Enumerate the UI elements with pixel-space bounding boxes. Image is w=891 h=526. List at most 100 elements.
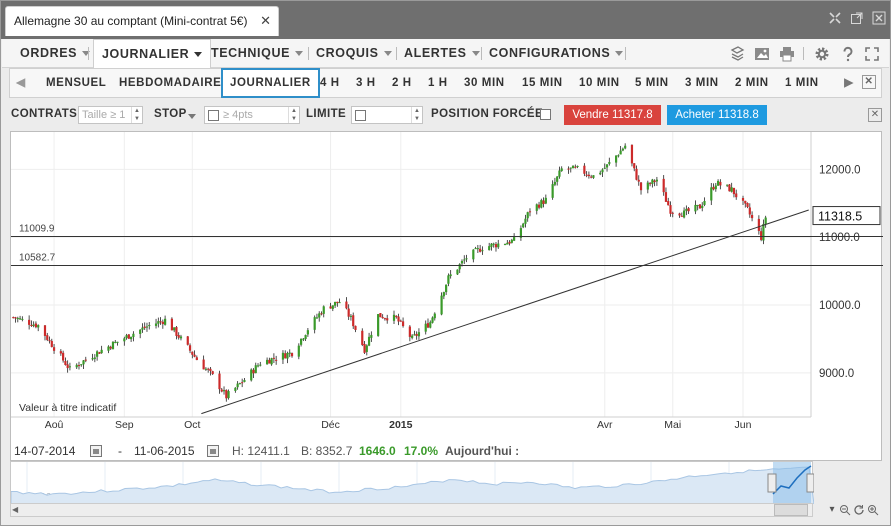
position-forcee-checkbox[interactable] <box>540 109 551 120</box>
chevron-down-icon <box>615 51 624 57</box>
menu-croquis[interactable]: CROQUIS <box>316 39 392 68</box>
scroll-right-icon[interactable]: ▶ <box>844 77 854 89</box>
calendar-icon[interactable] <box>207 445 219 457</box>
chart-canvas[interactable]: 9000.0 10000.0 11000.0 12000.0 Aoû Sep Oct Déc 2… <box>11 132 883 462</box>
scroll-left-icon[interactable]: ◀ <box>12 505 19 514</box>
gear-icon[interactable] <box>814 46 830 62</box>
candle-body <box>381 317 384 319</box>
popout-icon[interactable] <box>850 11 864 25</box>
tf-2min[interactable]: 2 MIN <box>735 77 769 89</box>
zoom-in-icon[interactable] <box>867 504 879 516</box>
menu-alertes[interactable]: ALERTES <box>404 39 480 68</box>
buy-button[interactable]: Acheter 11318.8 <box>667 105 767 125</box>
candle-body <box>710 187 713 201</box>
image-icon[interactable] <box>754 46 770 62</box>
candle-body <box>345 301 348 309</box>
candle-body <box>558 170 561 177</box>
x-tick-label: Sep <box>115 419 134 431</box>
x-tick-label: Avr <box>597 419 613 431</box>
limite-input[interactable]: ▲ ▼ <box>351 106 423 124</box>
zoom-out-icon[interactable] <box>839 504 851 516</box>
scroll-left-icon[interactable]: ◀ <box>16 77 26 89</box>
candle-body <box>540 200 543 208</box>
date-from[interactable]: 14-07-2014 <box>14 444 76 458</box>
candle-body <box>141 327 144 330</box>
candle-body <box>714 185 717 190</box>
navigator-canvas[interactable]: 1996199820002002200420062008201020122014 <box>10 462 815 505</box>
candle-body <box>127 334 130 339</box>
candle-body <box>30 324 33 327</box>
tf-journalier[interactable]: JOURNALIER <box>221 68 320 98</box>
candle-body <box>488 246 491 251</box>
candle-body <box>227 391 230 399</box>
tf-1h[interactable]: 1 H <box>428 77 448 89</box>
chevron-down-icon[interactable] <box>188 114 196 119</box>
close-icon[interactable]: ✕ <box>862 75 876 89</box>
menu-journalier[interactable]: JOURNALIER <box>93 39 212 69</box>
change-value: 1646.0 <box>359 444 396 458</box>
spinner-arrows-icon[interactable]: ▲ ▼ <box>131 107 142 123</box>
price-chart[interactable]: 9000.0 10000.0 11000.0 12000.0 Aoû Sep Oct Déc 2… <box>10 131 883 462</box>
candle-body <box>472 249 475 260</box>
candle-body <box>510 239 513 243</box>
candle-body <box>497 243 500 248</box>
tf-3min[interactable]: 3 MIN <box>685 77 719 89</box>
menu-configurations[interactable]: CONFIGURATIONS <box>489 39 624 68</box>
stop-checkbox[interactable] <box>208 110 219 121</box>
reset-icon[interactable] <box>853 504 865 516</box>
date-to[interactable]: 11-06-2015 <box>134 444 195 458</box>
candle-body <box>123 338 126 342</box>
spinner-arrows-icon[interactable]: ▲ ▼ <box>288 107 299 123</box>
candle-body <box>671 212 674 214</box>
candle-body <box>52 347 56 351</box>
candle-body <box>234 387 237 391</box>
candle-body <box>474 248 477 250</box>
layers-icon[interactable] <box>729 46 745 62</box>
close-tab-icon[interactable]: ✕ <box>260 13 271 28</box>
help-icon[interactable] <box>840 46 856 62</box>
candle-body <box>646 182 649 190</box>
spinner-arrows-icon[interactable]: ▲ ▼ <box>411 107 422 123</box>
tf-4h[interactable]: 4 H <box>320 77 340 89</box>
close-icon[interactable]: ✕ <box>868 108 882 122</box>
candle-body <box>82 360 85 365</box>
calendar-icon[interactable] <box>90 445 102 457</box>
tf-15min[interactable]: 15 MIN <box>522 77 563 89</box>
scroll-thumb[interactable] <box>774 504 808 516</box>
candle-body <box>256 365 260 367</box>
tf-30min[interactable]: 30 MIN <box>464 77 505 89</box>
close-window-icon[interactable] <box>872 11 886 25</box>
candle-body <box>159 321 162 323</box>
menu-technique[interactable]: TECHNIQUE <box>211 39 304 68</box>
instrument-tab[interactable]: Allemagne 30 au comptant (Mini-contrat 5… <box>5 6 279 36</box>
tf-5min[interactable]: 5 MIN <box>635 77 669 89</box>
tf-10min[interactable]: 10 MIN <box>579 77 620 89</box>
candle-body <box>211 371 214 375</box>
candle-body <box>386 318 389 321</box>
navigator-scrollbar[interactable]: ◀ <box>10 503 813 517</box>
tf-mensuel[interactable]: MENSUEL <box>46 77 107 89</box>
candle-body <box>48 340 51 342</box>
candle-body <box>352 315 355 327</box>
limite-checkbox[interactable] <box>355 110 366 121</box>
chevron-down-icon[interactable]: ▾ <box>829 504 835 515</box>
candle-body <box>730 187 733 192</box>
tf-2h[interactable]: 2 H <box>392 77 412 89</box>
menu-label: ALERTES <box>404 46 467 60</box>
candle-body <box>748 207 751 215</box>
tf-1min[interactable]: 1 MIN <box>785 77 819 89</box>
print-icon[interactable] <box>779 46 795 62</box>
candle-body <box>68 366 72 368</box>
x-tick-label: Jun <box>735 419 752 431</box>
size-input[interactable]: Taille ≥ 1 ▲ ▼ <box>78 106 143 124</box>
stop-input[interactable]: ≥ 4pts ▲ ▼ <box>204 106 300 124</box>
candle-body <box>401 321 405 327</box>
tf-hebdomadaire[interactable]: HEBDOMADAIRE <box>119 77 222 89</box>
collapse-icon[interactable] <box>828 11 842 25</box>
tf-3h[interactable]: 3 H <box>356 77 376 89</box>
expand-icon[interactable] <box>864 46 880 62</box>
candle-body <box>442 292 445 297</box>
sell-button[interactable]: Vendre 11317.8 <box>564 105 661 125</box>
menu-ordres[interactable]: ORDRES <box>20 39 91 68</box>
history-navigator[interactable]: 1996199820002002200420062008201020122014 <box>10 461 815 505</box>
